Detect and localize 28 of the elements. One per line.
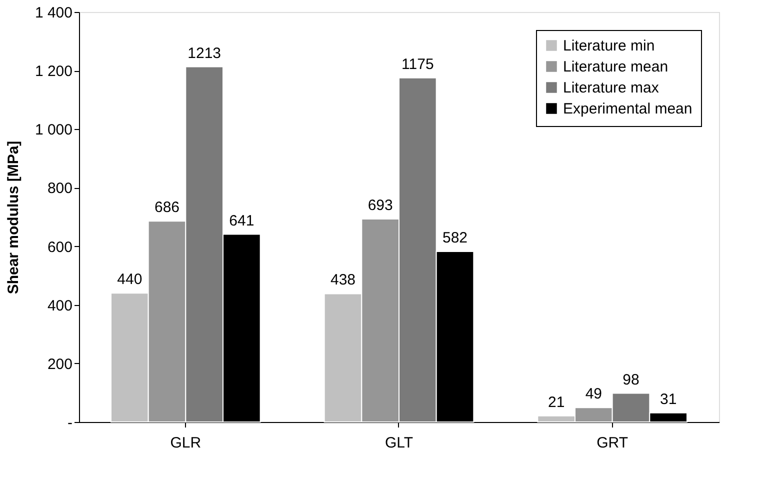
y-tick-label: 1 400 [34,4,72,22]
data-label: 641 [229,212,254,230]
data-label: 49 [585,386,602,403]
data-label: 98 [622,371,640,388]
data-label: 21 [548,394,565,411]
data-label: 1175 [402,56,434,73]
data-label: 686 [154,199,180,216]
y-axis-title: Shear modulus [MPa] [4,140,22,294]
data-label: 440 [117,271,142,288]
y-tick-label: 200 [47,356,72,373]
data-label: 1213 [188,44,222,62]
data-label: 693 [368,197,393,214]
legend-label: Literature max [563,80,660,96]
data-label: 31 [660,390,677,408]
x-tick-label: GLT [384,434,414,452]
y-tick-label: 1 200 [34,63,72,80]
y-tick-label: 600 [47,238,72,256]
legend-label: Literature min [563,38,655,54]
y-tick-label: 1 000 [34,122,72,139]
data-label: 582 [442,230,468,247]
legend-label: Literature mean [563,58,668,76]
data-label: 438 [330,272,356,289]
y-tick-label: 800 [47,180,72,198]
y-tick-label: - [68,414,72,432]
x-tick-label: GRT [596,434,628,452]
y-tick-label: 400 [47,297,72,314]
x-tick-label: GLR [170,434,202,452]
legend-label: Experimental mean [563,100,692,118]
